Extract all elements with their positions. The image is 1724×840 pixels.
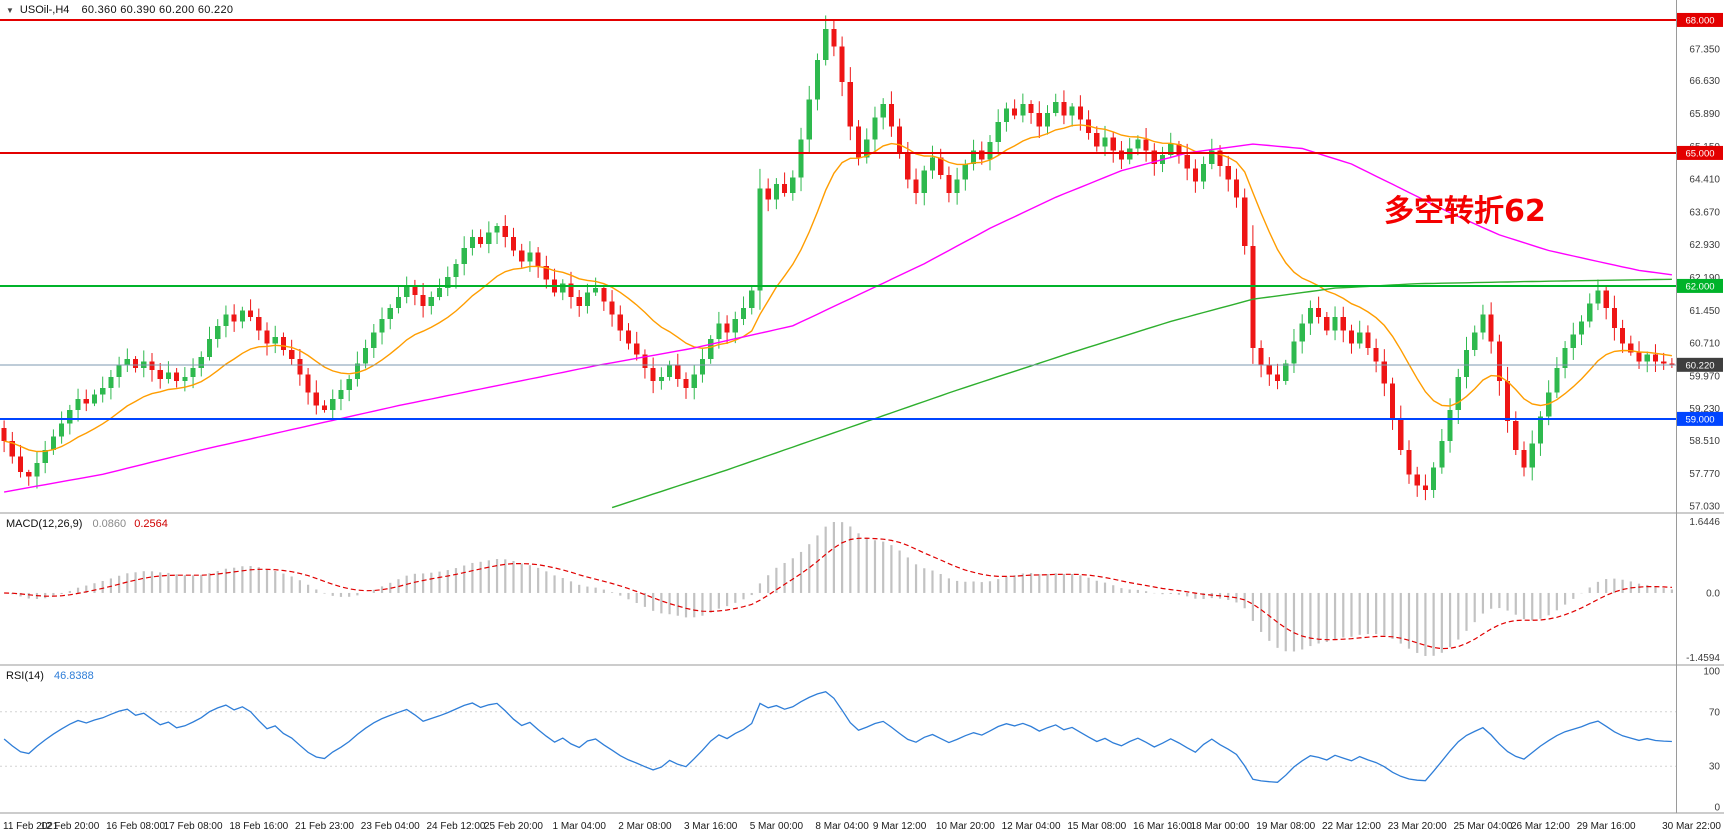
svg-text:62.930: 62.930: [1689, 240, 1720, 251]
macd-signal-value: 0.2564: [134, 518, 168, 530]
macd-axis-ticks: 1.6446 0.0 -1.4594: [1686, 517, 1720, 664]
svg-text:5 Mar 00:00: 5 Mar 00:00: [750, 821, 804, 832]
rsi-indicator-label: RSI(14) 46.8388: [6, 670, 94, 682]
svg-text:18 Feb 16:00: 18 Feb 16:00: [229, 821, 288, 832]
horizontal-level-lines: [0, 18, 1676, 421]
svg-text:23 Feb 04:00: 23 Feb 04:00: [361, 821, 420, 832]
svg-text:24 Feb 12:00: 24 Feb 12:00: [427, 821, 486, 832]
svg-text:22 Mar 12:00: 22 Mar 12:00: [1322, 821, 1381, 832]
svg-text:11 Feb 2021: 11 Feb 2021: [3, 821, 59, 832]
svg-text:58.510: 58.510: [1689, 436, 1720, 447]
price-level-tags: 68.000 65.000 62.000 59.000 60.220: [1677, 12, 1723, 426]
svg-text:62.000: 62.000: [1685, 281, 1714, 292]
rsi-value: 46.8388: [53, 670, 94, 682]
svg-text:2 Mar 08:00: 2 Mar 08:00: [618, 821, 672, 832]
ma-slow-line: [611, 278, 1672, 509]
svg-text:61.450: 61.450: [1689, 306, 1720, 317]
svg-text:68.000: 68.000: [1685, 15, 1714, 26]
symbol-collapse-icon[interactable]: ▼: [6, 5, 14, 15]
svg-text:-1.4594: -1.4594: [1686, 653, 1720, 664]
svg-text:67.350: 67.350: [1689, 44, 1720, 55]
candlesticks: [1, 15, 1675, 501]
chart-annotation-text: 多空转折62: [1384, 194, 1546, 229]
svg-text:57.030: 57.030: [1689, 502, 1720, 513]
svg-text:65.890: 65.890: [1689, 109, 1720, 120]
macd-name: MACD(12,26,9): [6, 518, 83, 530]
svg-text:12 Feb 20:00: 12 Feb 20:00: [40, 821, 99, 832]
svg-text:1.6446: 1.6446: [1689, 517, 1720, 528]
svg-text:64.410: 64.410: [1689, 175, 1720, 186]
svg-text:30 Mar 22:00: 30 Mar 22:00: [1662, 821, 1721, 832]
svg-text:15 Mar 08:00: 15 Mar 08:00: [1067, 821, 1126, 832]
ma-mid-line: [3, 143, 1672, 493]
svg-text:100: 100: [1703, 667, 1720, 678]
svg-text:59.000: 59.000: [1685, 414, 1714, 425]
svg-text:16 Feb 08:00: 16 Feb 08:00: [106, 821, 165, 832]
svg-text:0.0: 0.0: [1706, 588, 1720, 599]
ohlc-readout: 60.360 60.390 60.200 60.220: [81, 4, 234, 16]
svg-text:62.190: 62.190: [1689, 273, 1720, 284]
svg-text:59.230: 59.230: [1689, 404, 1720, 415]
svg-text:18 Mar 00:00: 18 Mar 00:00: [1191, 821, 1250, 832]
svg-text:9 Mar 12:00: 9 Mar 12:00: [873, 821, 927, 832]
svg-text:70: 70: [1709, 707, 1721, 718]
svg-text:59.970: 59.970: [1689, 371, 1720, 382]
symbol-timeframe-label: USOil-,H4: [19, 4, 70, 16]
svg-text:23 Mar 20:00: 23 Mar 20:00: [1388, 821, 1447, 832]
svg-text:12 Mar 04:00: 12 Mar 04:00: [1002, 821, 1061, 832]
rsi-axis-ticks: 100 70 30 0: [1703, 667, 1720, 814]
svg-text:65.000: 65.000: [1685, 148, 1714, 159]
svg-text:57.770: 57.770: [1689, 469, 1720, 480]
svg-text:29 Mar 16:00: 29 Mar 16:00: [1577, 821, 1636, 832]
svg-text:10 Mar 20:00: 10 Mar 20:00: [936, 821, 995, 832]
svg-text:8 Mar 04:00: 8 Mar 04:00: [815, 821, 869, 832]
svg-text:19 Mar 08:00: 19 Mar 08:00: [1256, 821, 1315, 832]
svg-text:25 Mar 04:00: 25 Mar 04:00: [1453, 821, 1512, 832]
svg-text:3 Mar 16:00: 3 Mar 16:00: [684, 821, 738, 832]
svg-text:17 Feb 08:00: 17 Feb 08:00: [164, 821, 223, 832]
svg-text:25 Feb 20:00: 25 Feb 20:00: [484, 821, 543, 832]
rsi-name: RSI(14): [6, 670, 44, 682]
svg-text:60.220: 60.220: [1685, 360, 1714, 371]
macd-main-value: 0.0860: [92, 518, 127, 530]
price-axis-ticks: 67.35066.63065.89065.15064.41063.67062.9…: [1689, 44, 1720, 512]
svg-text:66.630: 66.630: [1689, 76, 1720, 87]
macd-indicator-label: MACD(12,26,9) 0.0860 0.2564: [6, 518, 168, 530]
svg-text:63.670: 63.670: [1689, 207, 1720, 218]
svg-text:60.710: 60.710: [1689, 339, 1720, 350]
svg-text:1 Mar 04:00: 1 Mar 04:00: [553, 821, 607, 832]
svg-text:0: 0: [1714, 803, 1720, 814]
svg-text:26 Mar 12:00: 26 Mar 12:00: [1511, 821, 1570, 832]
ma-fast-line: [3, 124, 1673, 453]
svg-text:21 Feb 23:00: 21 Feb 23:00: [295, 821, 354, 832]
macd-signal-line: [4, 537, 1672, 650]
chart-title-bar: ▼ USOil-,H4 60.360 60.390 60.200 60.220: [6, 4, 233, 16]
svg-text:16 Mar 16:00: 16 Mar 16:00: [1133, 821, 1192, 832]
svg-text:30: 30: [1709, 762, 1721, 773]
rsi-line: [3, 690, 1672, 783]
